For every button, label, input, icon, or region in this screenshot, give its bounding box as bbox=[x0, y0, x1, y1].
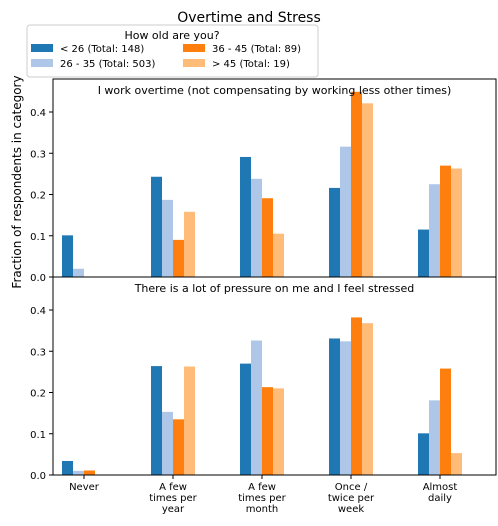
legend-swatch bbox=[31, 44, 53, 52]
bar bbox=[62, 460, 73, 475]
panel-1: 0.0 0.1 0.2 0.3 0.4 I work overtime (not comp… bbox=[30, 78, 497, 284]
figure-title: Overtime and Stress bbox=[177, 10, 321, 26]
bar bbox=[173, 239, 184, 277]
y-tick-label: 0.1 bbox=[30, 430, 46, 441]
bar bbox=[362, 323, 373, 475]
panels: 0.0 0.1 0.2 0.3 0.4 I work overtime (not comp… bbox=[30, 78, 497, 515]
x-tick-label: Never bbox=[69, 482, 100, 493]
bar bbox=[429, 184, 440, 277]
bar bbox=[362, 103, 373, 278]
legend-label: 26 - 35 (Total: 503) bbox=[60, 59, 155, 70]
bar bbox=[273, 388, 284, 475]
bar bbox=[329, 338, 340, 475]
x-tick-label: Once / twice per week bbox=[328, 482, 375, 515]
legend-label: > 45 (Total: 19) bbox=[212, 59, 290, 70]
legend-title: How old are you? bbox=[124, 29, 219, 42]
bar bbox=[351, 91, 362, 277]
bar bbox=[262, 198, 273, 277]
bar bbox=[451, 168, 462, 277]
bar bbox=[251, 340, 262, 475]
x-tick-label: A few times per year bbox=[149, 482, 197, 515]
panel-frame bbox=[52, 276, 497, 476]
y-tick-label: 0.4 bbox=[30, 306, 46, 317]
y-tick-label: 0.0 bbox=[30, 471, 46, 482]
bar bbox=[340, 341, 351, 475]
bar bbox=[351, 317, 362, 475]
legend-swatch bbox=[183, 59, 205, 67]
bar bbox=[251, 178, 262, 277]
bar bbox=[151, 366, 162, 475]
legend: How old are you? < 26 (Total: 148) 26 - 3… bbox=[26, 24, 319, 78]
bar bbox=[184, 366, 195, 475]
legend-entry: < 26 (Total: 148) bbox=[31, 44, 144, 55]
bar bbox=[151, 176, 162, 277]
bar bbox=[162, 199, 173, 277]
bar bbox=[62, 235, 73, 277]
legend-label: 36 - 45 (Total: 89) bbox=[212, 44, 301, 55]
legend-entry: 26 - 35 (Total: 503) bbox=[31, 59, 155, 70]
legend-entries: < 26 (Total: 148) 26 - 35 (Total: 503) 36 … bbox=[31, 44, 301, 70]
y-tick-label: 0.3 bbox=[30, 347, 46, 358]
legend-entry: 36 - 45 (Total: 89) bbox=[183, 44, 301, 55]
y-tick-label: 0.2 bbox=[30, 191, 46, 202]
bar bbox=[184, 211, 195, 277]
bar bbox=[440, 368, 451, 475]
bar bbox=[418, 229, 429, 277]
y-tick-label: 0.3 bbox=[30, 149, 46, 160]
bar bbox=[429, 400, 440, 475]
bar bbox=[162, 411, 173, 475]
panel-title: I work overtime (not compensating by wor… bbox=[98, 84, 452, 97]
legend-entry: > 45 (Total: 19) bbox=[183, 59, 290, 70]
bar bbox=[240, 363, 251, 475]
bar bbox=[173, 419, 184, 475]
bar bbox=[262, 387, 273, 475]
legend-frame bbox=[26, 24, 319, 78]
legend-swatch bbox=[183, 44, 205, 52]
y-tick-label: 0.1 bbox=[30, 232, 46, 243]
y-tick-label: 0.2 bbox=[30, 389, 46, 400]
panel-title: There is a lot of pressure on me and I f… bbox=[134, 282, 415, 295]
y-tick-label: 0.4 bbox=[30, 108, 46, 119]
x-tick-label: A few times per month bbox=[238, 482, 286, 515]
bar bbox=[84, 470, 95, 475]
bar bbox=[440, 165, 451, 277]
y-axis-label: Fraction of respondents in category bbox=[10, 75, 24, 288]
bar bbox=[73, 268, 84, 277]
panel-2: 0.0 0.1 0.2 0.3 0.4 There is a lot of pressur… bbox=[30, 276, 497, 515]
bar bbox=[73, 470, 84, 475]
bar bbox=[329, 187, 340, 277]
bar bbox=[273, 233, 284, 277]
bar bbox=[418, 433, 429, 475]
bar bbox=[340, 146, 351, 277]
legend-swatch bbox=[31, 59, 53, 67]
y-tick-label: 0.0 bbox=[30, 273, 46, 284]
legend-label: < 26 (Total: 148) bbox=[60, 44, 144, 55]
bar bbox=[451, 453, 462, 475]
bar bbox=[240, 156, 251, 277]
x-tick-label: Almost daily bbox=[423, 482, 458, 504]
